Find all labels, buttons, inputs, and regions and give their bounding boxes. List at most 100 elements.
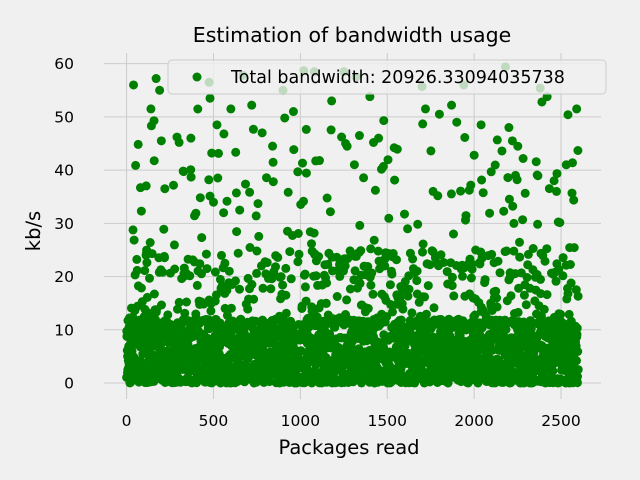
data-point [288,107,298,117]
data-point [145,273,154,283]
data-point [281,308,291,318]
data-point [332,252,342,262]
data-point [572,323,582,333]
data-point [285,247,295,257]
data-point [205,93,215,103]
data-point [539,304,549,314]
data-point [366,244,376,254]
data-point [551,276,561,286]
data-point [217,250,226,260]
data-point [129,235,139,245]
data-point [195,193,205,203]
data-point [499,206,509,216]
y-tick-label: 20 [54,268,74,286]
data-point [519,290,529,300]
data-point [418,239,428,249]
data-point [235,284,244,294]
data-point [243,304,253,314]
data-point [226,104,236,114]
data-point [492,302,502,312]
data-point [248,124,258,134]
data-point [569,243,579,253]
data-point [257,128,267,138]
data-point [447,272,457,282]
data-point [497,146,507,156]
data-point [191,208,201,218]
data-point [232,227,242,237]
x-axis-label: Packages read [278,436,419,459]
data-point [447,100,457,110]
data-point [245,187,255,197]
data-point [266,284,276,294]
y-tick-label: 30 [54,215,74,233]
data-point [515,252,525,262]
data-point [342,295,352,305]
data-point [533,171,543,181]
data-point [466,273,476,283]
data-point [566,278,576,288]
data-point [369,235,379,245]
data-point [508,201,518,211]
y-tick-label: 50 [54,108,74,126]
data-point [573,146,583,155]
y-tick-label: 10 [54,321,74,339]
data-point [492,135,502,145]
data-point [286,274,296,284]
data-point [321,298,331,308]
y-tick-labels: 0 10 20 30 40 50 60 [54,55,74,392]
data-point [280,113,290,123]
data-point [531,157,541,167]
data-point [322,193,332,203]
data-point [219,129,229,139]
data-point [211,290,221,300]
legend-box [167,59,607,95]
data-point [298,158,307,168]
data-point [418,247,427,257]
data-point [518,215,528,225]
data-point [312,312,322,322]
data-point [170,264,180,274]
data-point [301,168,311,178]
data-point [209,197,218,207]
data-point [262,258,272,268]
data-point [133,139,143,149]
data-point [509,246,519,256]
data-point [504,123,514,133]
data-point [220,258,230,268]
data-point [140,266,150,276]
data-point [485,208,495,218]
data-point [449,229,458,239]
data-point [252,246,262,256]
data-point [293,257,303,267]
data-point [149,116,159,126]
data-point [323,259,333,269]
data-point [515,237,524,247]
data-point [300,378,310,388]
data-point [247,280,257,289]
data-point [573,291,583,301]
data-point [434,109,444,119]
data-point [149,156,159,166]
data-point [447,281,457,291]
data-point [307,239,316,249]
data-point [349,160,359,170]
data-point [458,271,467,281]
data-point [314,156,324,166]
data-point [271,262,280,272]
data-point [421,309,431,319]
data-point [231,188,241,198]
data-point [252,268,262,278]
data-point [412,276,422,286]
data-point [487,249,497,259]
data-point [542,290,552,300]
data-point [185,271,195,281]
data-point [311,271,321,281]
data-point [135,183,145,193]
data-point [131,160,141,170]
data-point [202,264,212,274]
data-point [299,196,308,206]
data-point [249,294,259,304]
data-point [214,148,223,158]
data-point [522,273,532,282]
